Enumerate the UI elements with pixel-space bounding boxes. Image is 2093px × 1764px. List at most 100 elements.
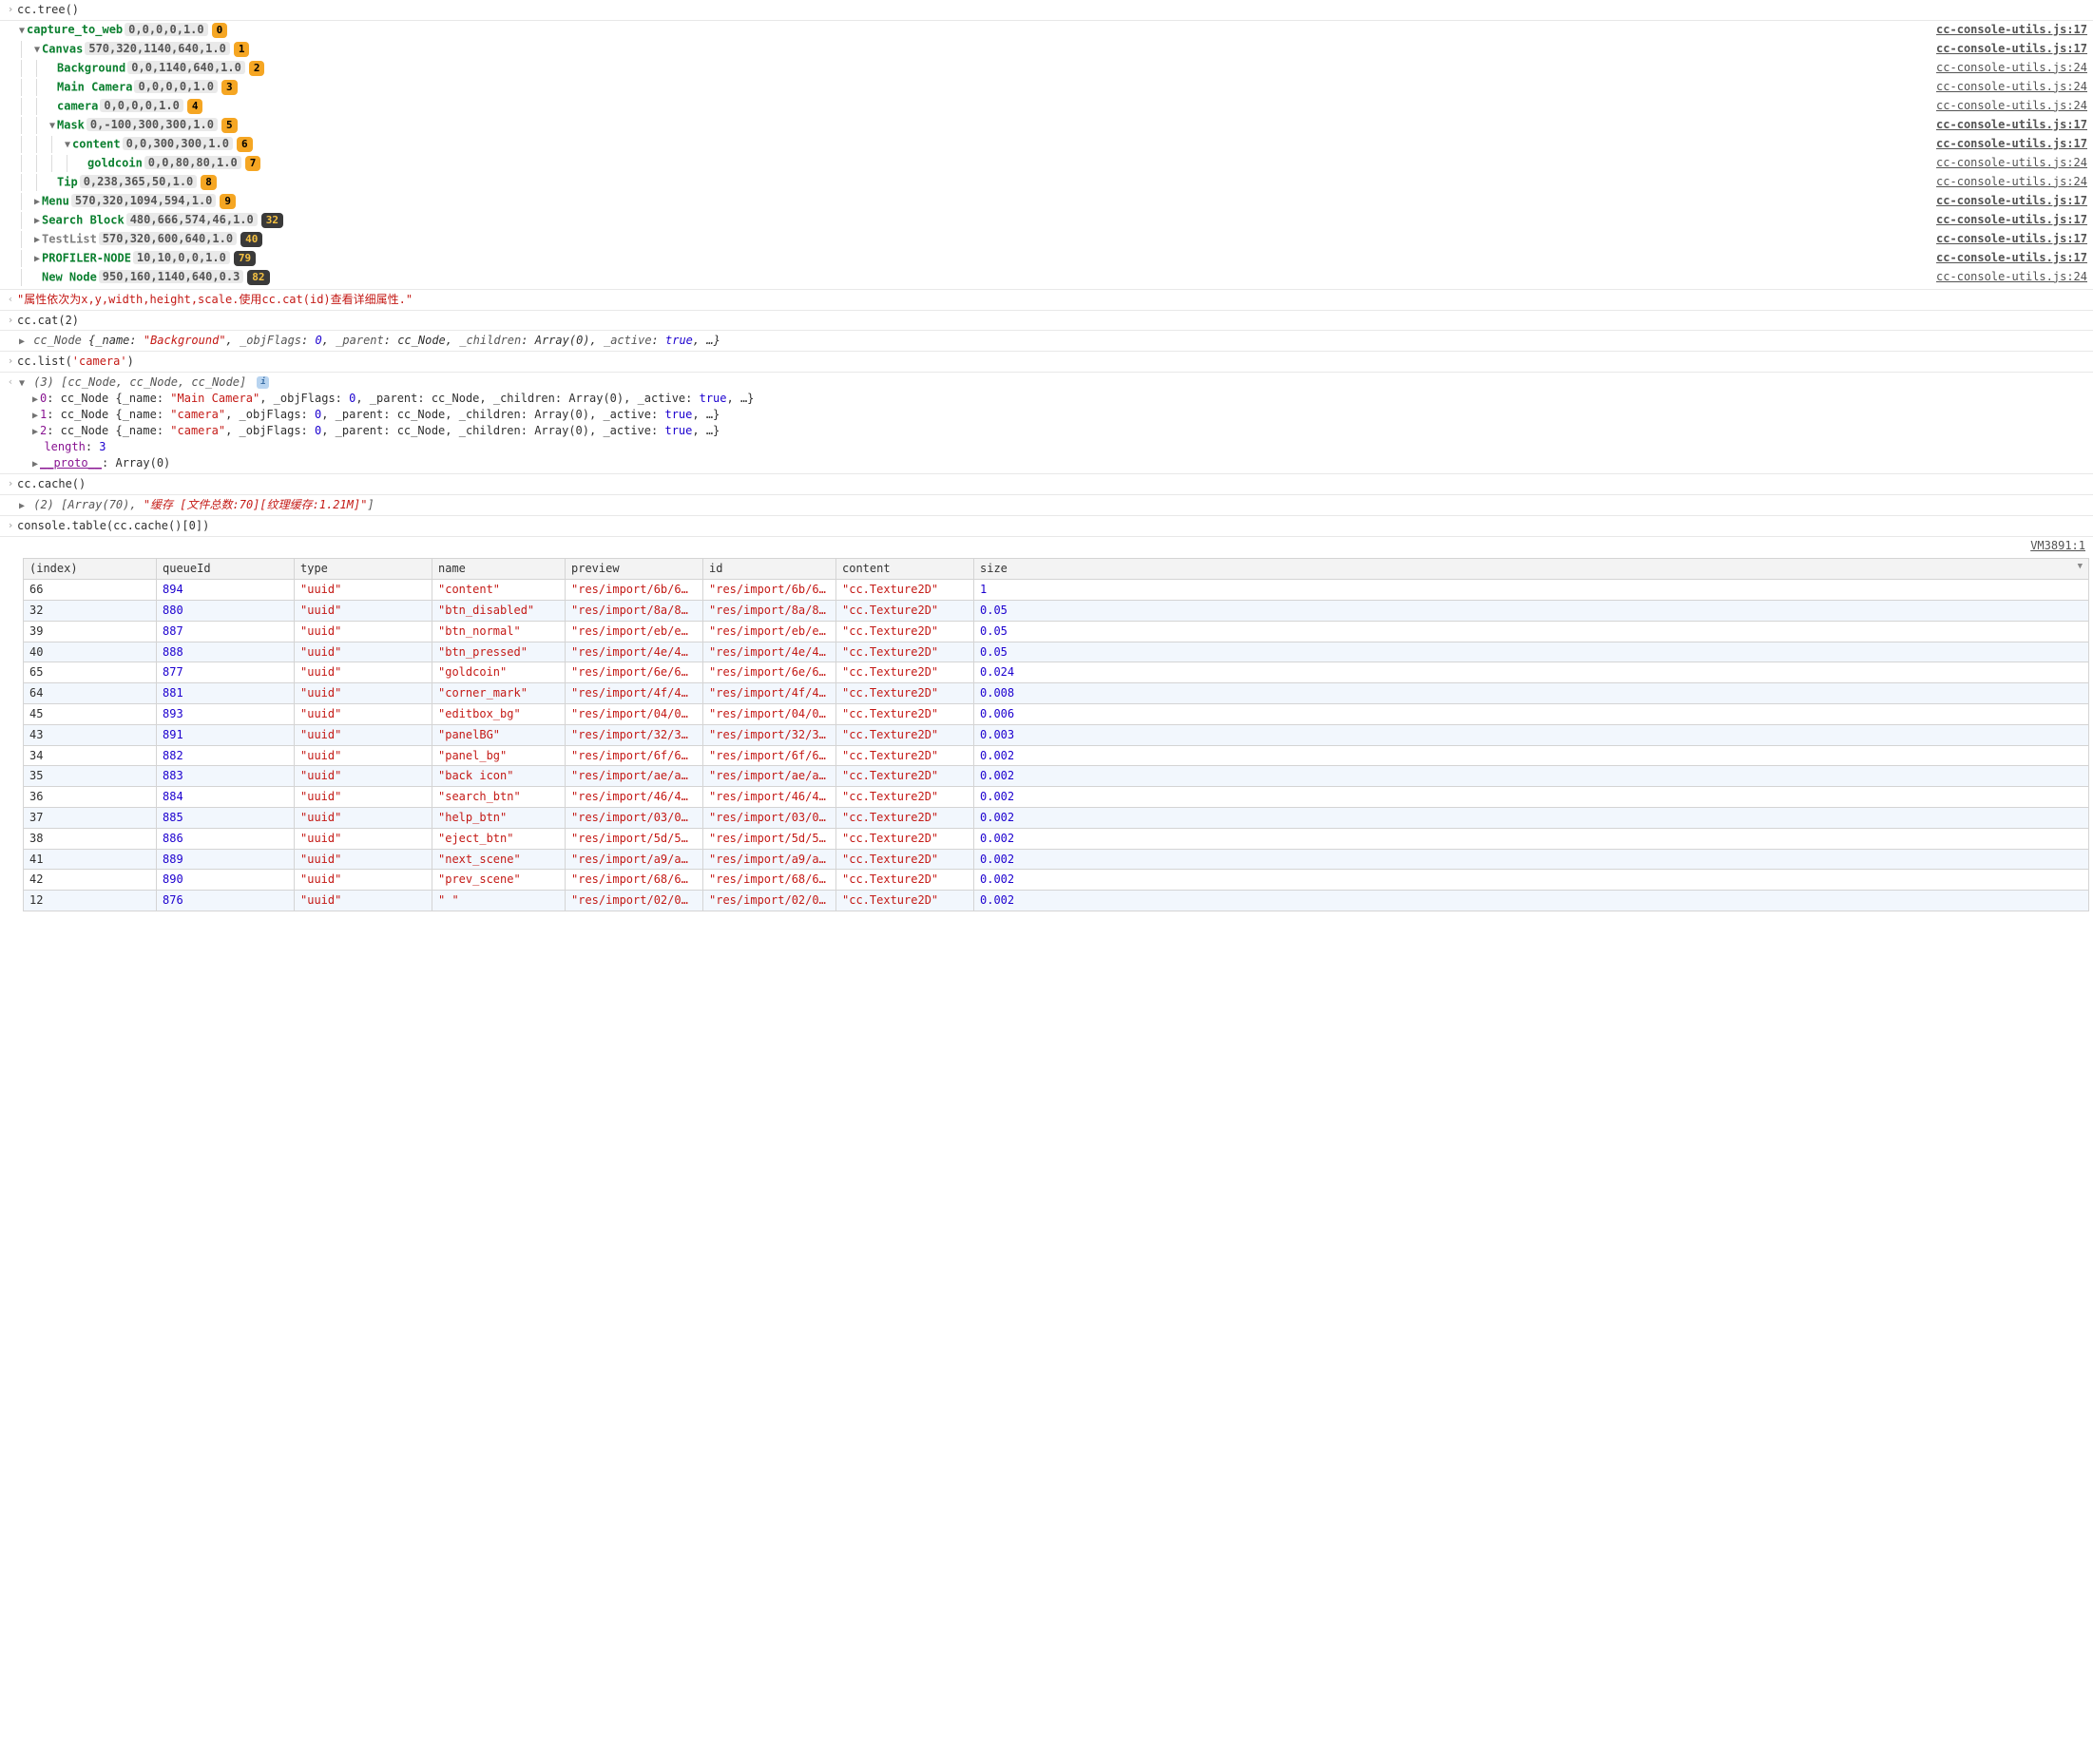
table-header-cell[interactable]: preview	[566, 559, 703, 580]
source-link[interactable]: cc-console-utils.js:24	[1925, 79, 2087, 95]
list-item-row[interactable]: 0: cc_Node {_name: "Main Camera", _objFl…	[30, 391, 2087, 407]
obj-text: {_name:	[88, 334, 144, 347]
table-cell: 0.05	[974, 600, 2089, 621]
tree-node-row[interactable]: Main Camera0,0,0,0,1.03cc-console-utils.…	[0, 78, 2093, 97]
expand-icon[interactable]	[17, 25, 27, 38]
table-row[interactable]: 64881"uuid""corner_mark""res/import/4f/4…	[24, 683, 2089, 704]
source-link[interactable]: cc-console-utils.js:17	[1925, 250, 2087, 266]
tree-node-row[interactable]: Mask0,-100,300,300,1.05cc-console-utils.…	[0, 116, 2093, 135]
table-row[interactable]: 65877"uuid""goldcoin""res/import/6e/6…"r…	[24, 662, 2089, 683]
expand-icon[interactable]	[30, 393, 40, 407]
length-label: length	[44, 440, 85, 453]
table-header-cell[interactable]: size▼	[974, 559, 2089, 580]
expand-icon[interactable]	[17, 377, 27, 391]
expand-icon[interactable]	[30, 410, 40, 423]
tree-node-row[interactable]: PROFILER-NODE10,10,0,0,1.079cc-console-u…	[0, 249, 2093, 268]
expand-icon[interactable]	[32, 44, 42, 57]
expand-icon[interactable]	[32, 253, 42, 266]
tree-node-row[interactable]: Search Block480,666,574,46,1.032cc-conso…	[0, 211, 2093, 230]
table-row[interactable]: 40888"uuid""btn_pressed""res/import/4e/4…	[24, 642, 2089, 662]
tree-node-row[interactable]: capture_to_web0,0,0,0,1.00cc-console-uti…	[0, 21, 2093, 40]
tree-node-row[interactable]: Menu570,320,1094,594,1.09cc-console-util…	[0, 192, 2093, 211]
table-row[interactable]: 36884"uuid""search_btn""res/import/46/4……	[24, 787, 2089, 808]
list-proto-row[interactable]: __proto__: Array(0)	[17, 455, 2087, 471]
tree-node-row[interactable]: TestList570,320,600,640,1.040cc-console-…	[0, 230, 2093, 249]
table-header-cell[interactable]: id	[703, 559, 836, 580]
expand-icon[interactable]	[32, 215, 42, 228]
list-header[interactable]: (3) [cc_Node, cc_Node, cc_Node] i	[17, 374, 2087, 391]
expand-icon[interactable]	[32, 196, 42, 209]
tree-node-row[interactable]: camera0,0,0,0,1.04cc-console-utils.js:24	[0, 97, 2093, 116]
table-header-cell[interactable]: content	[836, 559, 974, 580]
table-cell: 0.002	[974, 849, 2089, 870]
source-link[interactable]: cc-console-utils.js:24	[1925, 98, 2087, 114]
list-item-row[interactable]: 2: cc_Node {_name: "camera", _objFlags: …	[30, 423, 2087, 439]
source-link[interactable]: cc-console-utils.js:24	[1925, 269, 2087, 285]
expand-icon[interactable]	[63, 139, 72, 152]
source-link[interactable]: cc-console-utils.js:24	[1925, 155, 2087, 171]
expand-icon[interactable]	[17, 500, 27, 513]
table-cell: 880	[157, 600, 295, 621]
table-cell: "back icon"	[432, 766, 566, 787]
table-row[interactable]: 66894"uuid""content""res/import/6b/6…"re…	[24, 580, 2089, 601]
table-row[interactable]: 12876"uuid"" ""res/import/02/0…"res/impo…	[24, 891, 2089, 911]
cache-output[interactable]: (2) [Array(70), "缓存 [文件总数:70][纹理缓存:1.21M…	[17, 497, 2087, 513]
table-cell: 0.05	[974, 621, 2089, 642]
node-badge: 79	[234, 251, 256, 266]
source-link[interactable]: cc-console-utils.js:24	[1925, 60, 2087, 76]
node-name: Menu	[42, 194, 69, 207]
table-header-cell[interactable]: type	[295, 559, 432, 580]
table-row[interactable]: 37885"uuid""help_btn""res/import/03/0…"r…	[24, 807, 2089, 828]
tree-node-row[interactable]: Canvas570,320,1140,640,1.01cc-console-ut…	[0, 40, 2093, 59]
table-row[interactable]: 39887"uuid""btn_normal""res/import/eb/e……	[24, 621, 2089, 642]
expand-icon[interactable]	[30, 426, 40, 439]
table-row[interactable]: 43891"uuid""panelBG""res/import/32/3…"re…	[24, 724, 2089, 745]
table-cell: "uuid"	[295, 580, 432, 601]
table-cell: "cc.Texture2D"	[836, 766, 974, 787]
source-link[interactable]: cc-console-utils.js:17	[1925, 193, 2087, 209]
table-row[interactable]: 34882"uuid""panel_bg""res/import/6f/6…"r…	[24, 745, 2089, 766]
vm-source-link[interactable]: VM3891:1	[0, 537, 2093, 555]
tree-node-row[interactable]: goldcoin0,0,80,80,1.07cc-console-utils.j…	[0, 154, 2093, 173]
table-cell: "cc.Texture2D"	[836, 807, 974, 828]
table-header-cell[interactable]: queueId	[157, 559, 295, 580]
table-cell: "cc.Texture2D"	[836, 849, 974, 870]
source-link[interactable]: cc-console-utils.js:17	[1925, 231, 2087, 247]
table-row[interactable]: 38886"uuid""eject_btn""res/import/5d/5…"…	[24, 828, 2089, 849]
table-row[interactable]: 45893"uuid""editbox_bg""res/import/04/0……	[24, 703, 2089, 724]
source-link[interactable]: cc-console-utils.js:17	[1925, 22, 2087, 38]
tree-node-row[interactable]: content0,0,300,300,1.06cc-console-utils.…	[0, 135, 2093, 154]
tree-node-row[interactable]: Background0,0,1140,640,1.02cc-console-ut…	[0, 59, 2093, 78]
source-link[interactable]: cc-console-utils.js:17	[1925, 41, 2087, 57]
table-cell: "cc.Texture2D"	[836, 828, 974, 849]
table-row[interactable]: 41889"uuid""next_scene""res/import/a9/a……	[24, 849, 2089, 870]
table-row[interactable]: 32880"uuid""btn_disabled""res/import/8a/…	[24, 600, 2089, 621]
table-header-cell[interactable]: name	[432, 559, 566, 580]
source-link[interactable]: cc-console-utils.js:24	[1925, 174, 2087, 190]
source-link[interactable]: cc-console-utils.js:17	[1925, 212, 2087, 228]
table-header-cell[interactable]: (index)	[24, 559, 157, 580]
table-cell: "cc.Texture2D"	[836, 703, 974, 724]
info-icon[interactable]: i	[257, 376, 269, 389]
item-text: , _objFlags:	[259, 392, 349, 405]
table-cell: 891	[157, 724, 295, 745]
tree-node-row[interactable]: Tip0,238,365,50,1.08cc-console-utils.js:…	[0, 173, 2093, 192]
source-link[interactable]: cc-console-utils.js:17	[1925, 117, 2087, 133]
expand-icon[interactable]	[32, 234, 42, 247]
expand-icon[interactable]	[30, 458, 40, 471]
tree-node-row[interactable]: New Node950,160,1140,640,0.382cc-console…	[0, 268, 2093, 287]
table-cell: "uuid"	[295, 621, 432, 642]
table-row[interactable]: 35883"uuid""back icon""res/import/ae/a…"…	[24, 766, 2089, 787]
item-text: , _parent: cc_Node, _children: Array(0),…	[355, 392, 699, 405]
table-row[interactable]: 42890"uuid""prev_scene""res/import/68/6……	[24, 870, 2089, 891]
expand-icon[interactable]	[17, 336, 27, 349]
source-link[interactable]: cc-console-utils.js:17	[1925, 136, 2087, 152]
table-cell: "res/import/46/4…	[703, 787, 836, 808]
table-cell: 883	[157, 766, 295, 787]
table-cell: "cc.Texture2D"	[836, 787, 974, 808]
expand-icon[interactable]	[48, 120, 57, 133]
list-item-row[interactable]: 1: cc_Node {_name: "camera", _objFlags: …	[30, 407, 2087, 423]
node-badge: 82	[247, 270, 269, 285]
table-cell: "uuid"	[295, 683, 432, 704]
cat-output[interactable]: cc_Node {_name: "Background", _objFlags:…	[17, 333, 2087, 349]
